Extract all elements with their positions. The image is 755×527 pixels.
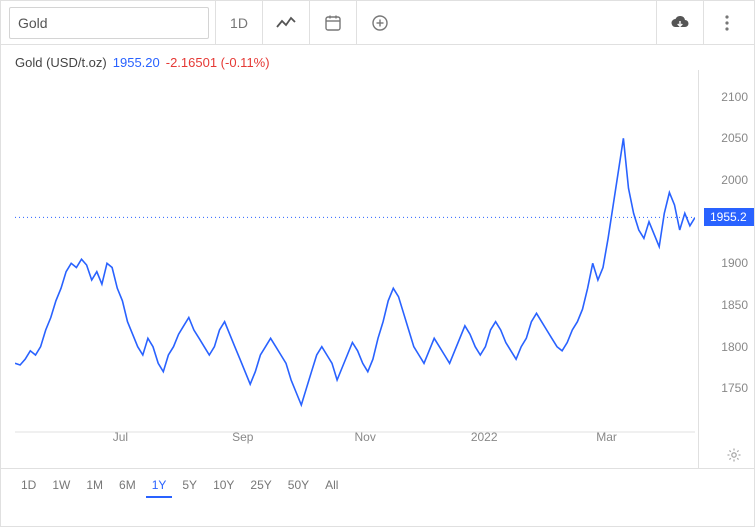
- top-toolbar: 1D: [1, 1, 754, 45]
- symbol-label: Gold (USD/t.oz): [15, 55, 107, 70]
- x-tick-label: Nov: [355, 430, 376, 444]
- calendar-icon: [324, 14, 342, 32]
- range-item-50y[interactable]: 50Y: [282, 474, 315, 498]
- gear-icon: [726, 447, 742, 463]
- y-tick-label: 2050: [721, 131, 748, 145]
- price-change: -2.16501 (-0.11%): [166, 55, 270, 70]
- y-tick-label: 1800: [721, 340, 748, 354]
- x-tick-label: Mar: [596, 430, 617, 444]
- symbol-search-input[interactable]: [9, 7, 209, 39]
- add-indicator-button[interactable]: [357, 1, 403, 45]
- current-price-tag: 1955.2: [704, 208, 754, 226]
- cloud-download-icon: [670, 15, 690, 31]
- kebab-icon: [725, 15, 729, 31]
- x-tick-label: Sep: [232, 430, 253, 444]
- chart-settings-button[interactable]: [726, 447, 742, 468]
- info-bar: Gold (USD/t.oz) 1955.20 -2.16501 (-0.11%…: [1, 45, 754, 70]
- line-chart-icon: [276, 16, 296, 30]
- range-item-all[interactable]: All: [319, 474, 344, 498]
- price-chart[interactable]: 175018001850190019502000205021001955.2 J…: [1, 70, 754, 468]
- range-item-6m[interactable]: 6M: [113, 474, 142, 498]
- range-item-10y[interactable]: 10Y: [207, 474, 240, 498]
- y-tick-label: 1900: [721, 256, 748, 270]
- range-item-1m[interactable]: 1M: [80, 474, 109, 498]
- y-tick-label: 2100: [721, 90, 748, 104]
- x-tick-label: 2022: [471, 430, 498, 444]
- range-item-1d[interactable]: 1D: [15, 474, 42, 498]
- more-options-button[interactable]: [704, 1, 750, 45]
- y-tick-label: 1750: [721, 381, 748, 395]
- x-axis: Jul Sep Nov 2022 Mar: [15, 430, 695, 450]
- range-item-5y[interactable]: 5Y: [176, 474, 203, 498]
- chart-style-button[interactable]: [263, 1, 309, 45]
- download-button[interactable]: [657, 1, 703, 45]
- y-tick-label: 2000: [721, 173, 748, 187]
- range-item-1w[interactable]: 1W: [46, 474, 76, 498]
- range-item-25y[interactable]: 25Y: [244, 474, 277, 498]
- y-tick-label: 1850: [721, 298, 748, 312]
- current-price: 1955.20: [113, 55, 160, 70]
- interval-label: 1D: [230, 15, 248, 31]
- plus-circle-icon: [371, 14, 389, 32]
- range-item-1y[interactable]: 1Y: [146, 474, 173, 498]
- interval-button[interactable]: 1D: [216, 1, 262, 45]
- x-tick-label: Jul: [113, 430, 128, 444]
- date-range-button[interactable]: [310, 1, 356, 45]
- chart-canvas: [15, 70, 695, 468]
- y-axis: 175018001850190019502000205021001955.2: [698, 70, 754, 468]
- range-selector: 1D1W1M6M1Y5Y10Y25Y50YAll: [1, 468, 754, 502]
